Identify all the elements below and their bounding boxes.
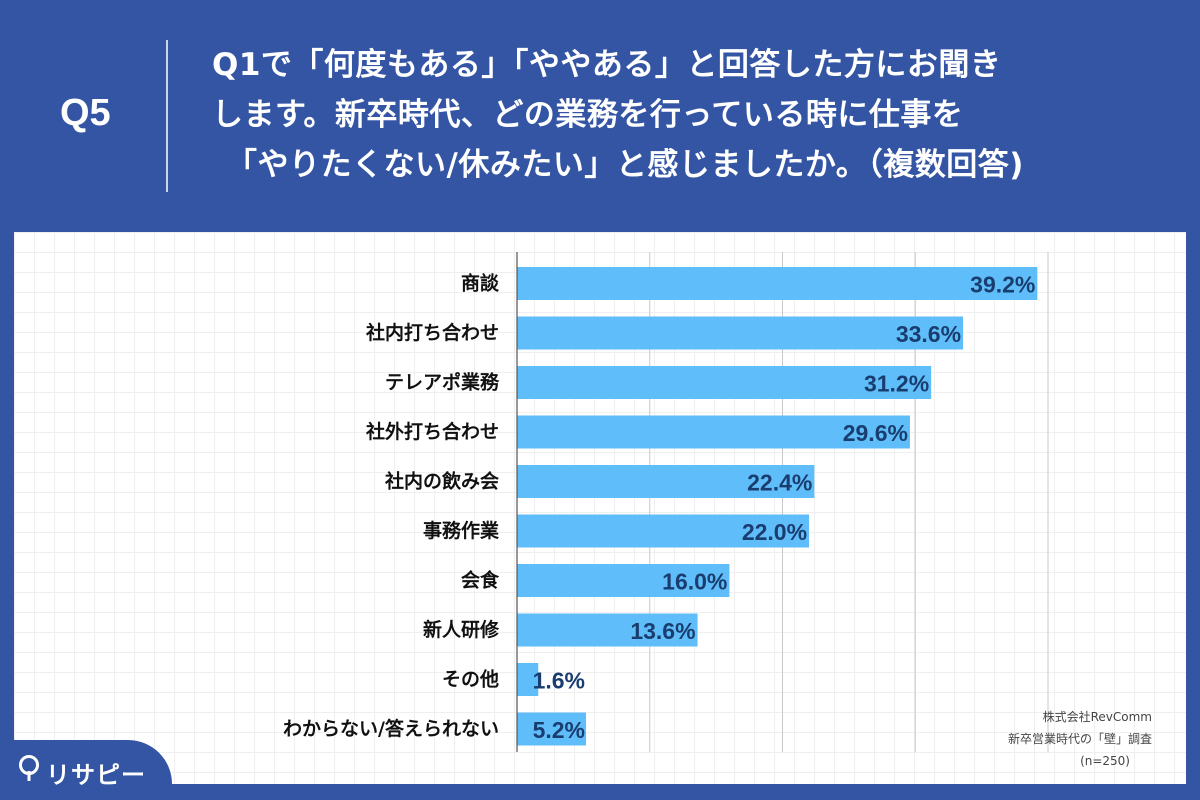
value-label-5: 22.4%: [747, 470, 812, 496]
brand-logo: リサピー: [0, 740, 172, 800]
bar-9: [517, 663, 539, 696]
value-label-2: 33.6%: [896, 321, 961, 347]
bar-7: [517, 564, 730, 597]
bar-2: [517, 316, 964, 350]
value-label-8: 13.6%: [630, 618, 695, 644]
question-line-2: します。新卒時代、どの業務を行っている時に仕事を: [212, 97, 964, 133]
question-line-3: 「やりたくない/休みたい」と感じましたか。（複数回答): [226, 147, 1024, 183]
bar-chart: 商談 39.2% 社内打ち合わせ 33.6% テレアポ業務 31.2% 社外打ち合わせ 29.…: [283, 252, 1049, 752]
header-divider: [166, 40, 168, 192]
header: Q5 Q1で「何度もある」「ややある」と回答した方にお聞き します。新卒時代、ど…: [0, 0, 1200, 230]
bar-3: [517, 366, 932, 399]
logo-text: リサピー: [46, 761, 146, 789]
category-label-5: 社内の飲み会: [384, 470, 499, 493]
question-line-1: Q1で「何度もある」「ややある」と回答した方にお聞き: [212, 47, 1002, 83]
category-label-7: 会食: [461, 569, 500, 592]
category-label-8: 新人研修: [423, 618, 500, 641]
value-label-9: 1.6%: [533, 668, 585, 694]
value-label-1: 39.2%: [970, 272, 1035, 298]
bar-6: [517, 514, 810, 548]
bar-1: [517, 267, 1038, 300]
category-label-10: わからない/答えられない: [283, 717, 499, 740]
value-label-4: 29.6%: [843, 420, 908, 446]
source-note: 株式会社RevComm 新卒営業時代の「壁」調査 (n=250): [1008, 706, 1152, 772]
bar-10: [517, 712, 587, 746]
category-label-4: 社外打ち合わせ: [365, 420, 499, 443]
category-label-1: 商談: [461, 272, 500, 295]
bar-8: [517, 613, 698, 647]
bar-4: [517, 415, 910, 449]
category-label-2: 社内打ち合わせ: [365, 321, 499, 344]
chart-panel: 商談 39.2% 社内打ち合わせ 33.6% テレアポ業務 31.2% 社外打ち合わせ 29.…: [14, 232, 1186, 784]
question-number: Q5: [60, 92, 111, 134]
value-label-7: 16.0%: [662, 569, 727, 595]
question-text: Q1で「何度もある」「ややある」と回答した方にお聞き します。新卒時代、どの業務…: [212, 40, 1172, 190]
value-label-3: 31.2%: [864, 371, 929, 397]
category-label-9: その他: [442, 668, 499, 691]
bar-5: [517, 465, 815, 498]
source-survey: 新卒営業時代の「壁」調査: [1007, 732, 1152, 746]
source-sample: (n=250): [1080, 754, 1130, 768]
value-label-6: 22.0%: [742, 519, 807, 545]
source-company: 株式会社RevComm: [1042, 710, 1152, 724]
pin-icon: [19, 755, 39, 781]
category-label-6: 事務作業: [423, 519, 500, 542]
value-label-10: 5.2%: [533, 717, 585, 743]
category-label-3: テレアポ業務: [385, 371, 500, 394]
